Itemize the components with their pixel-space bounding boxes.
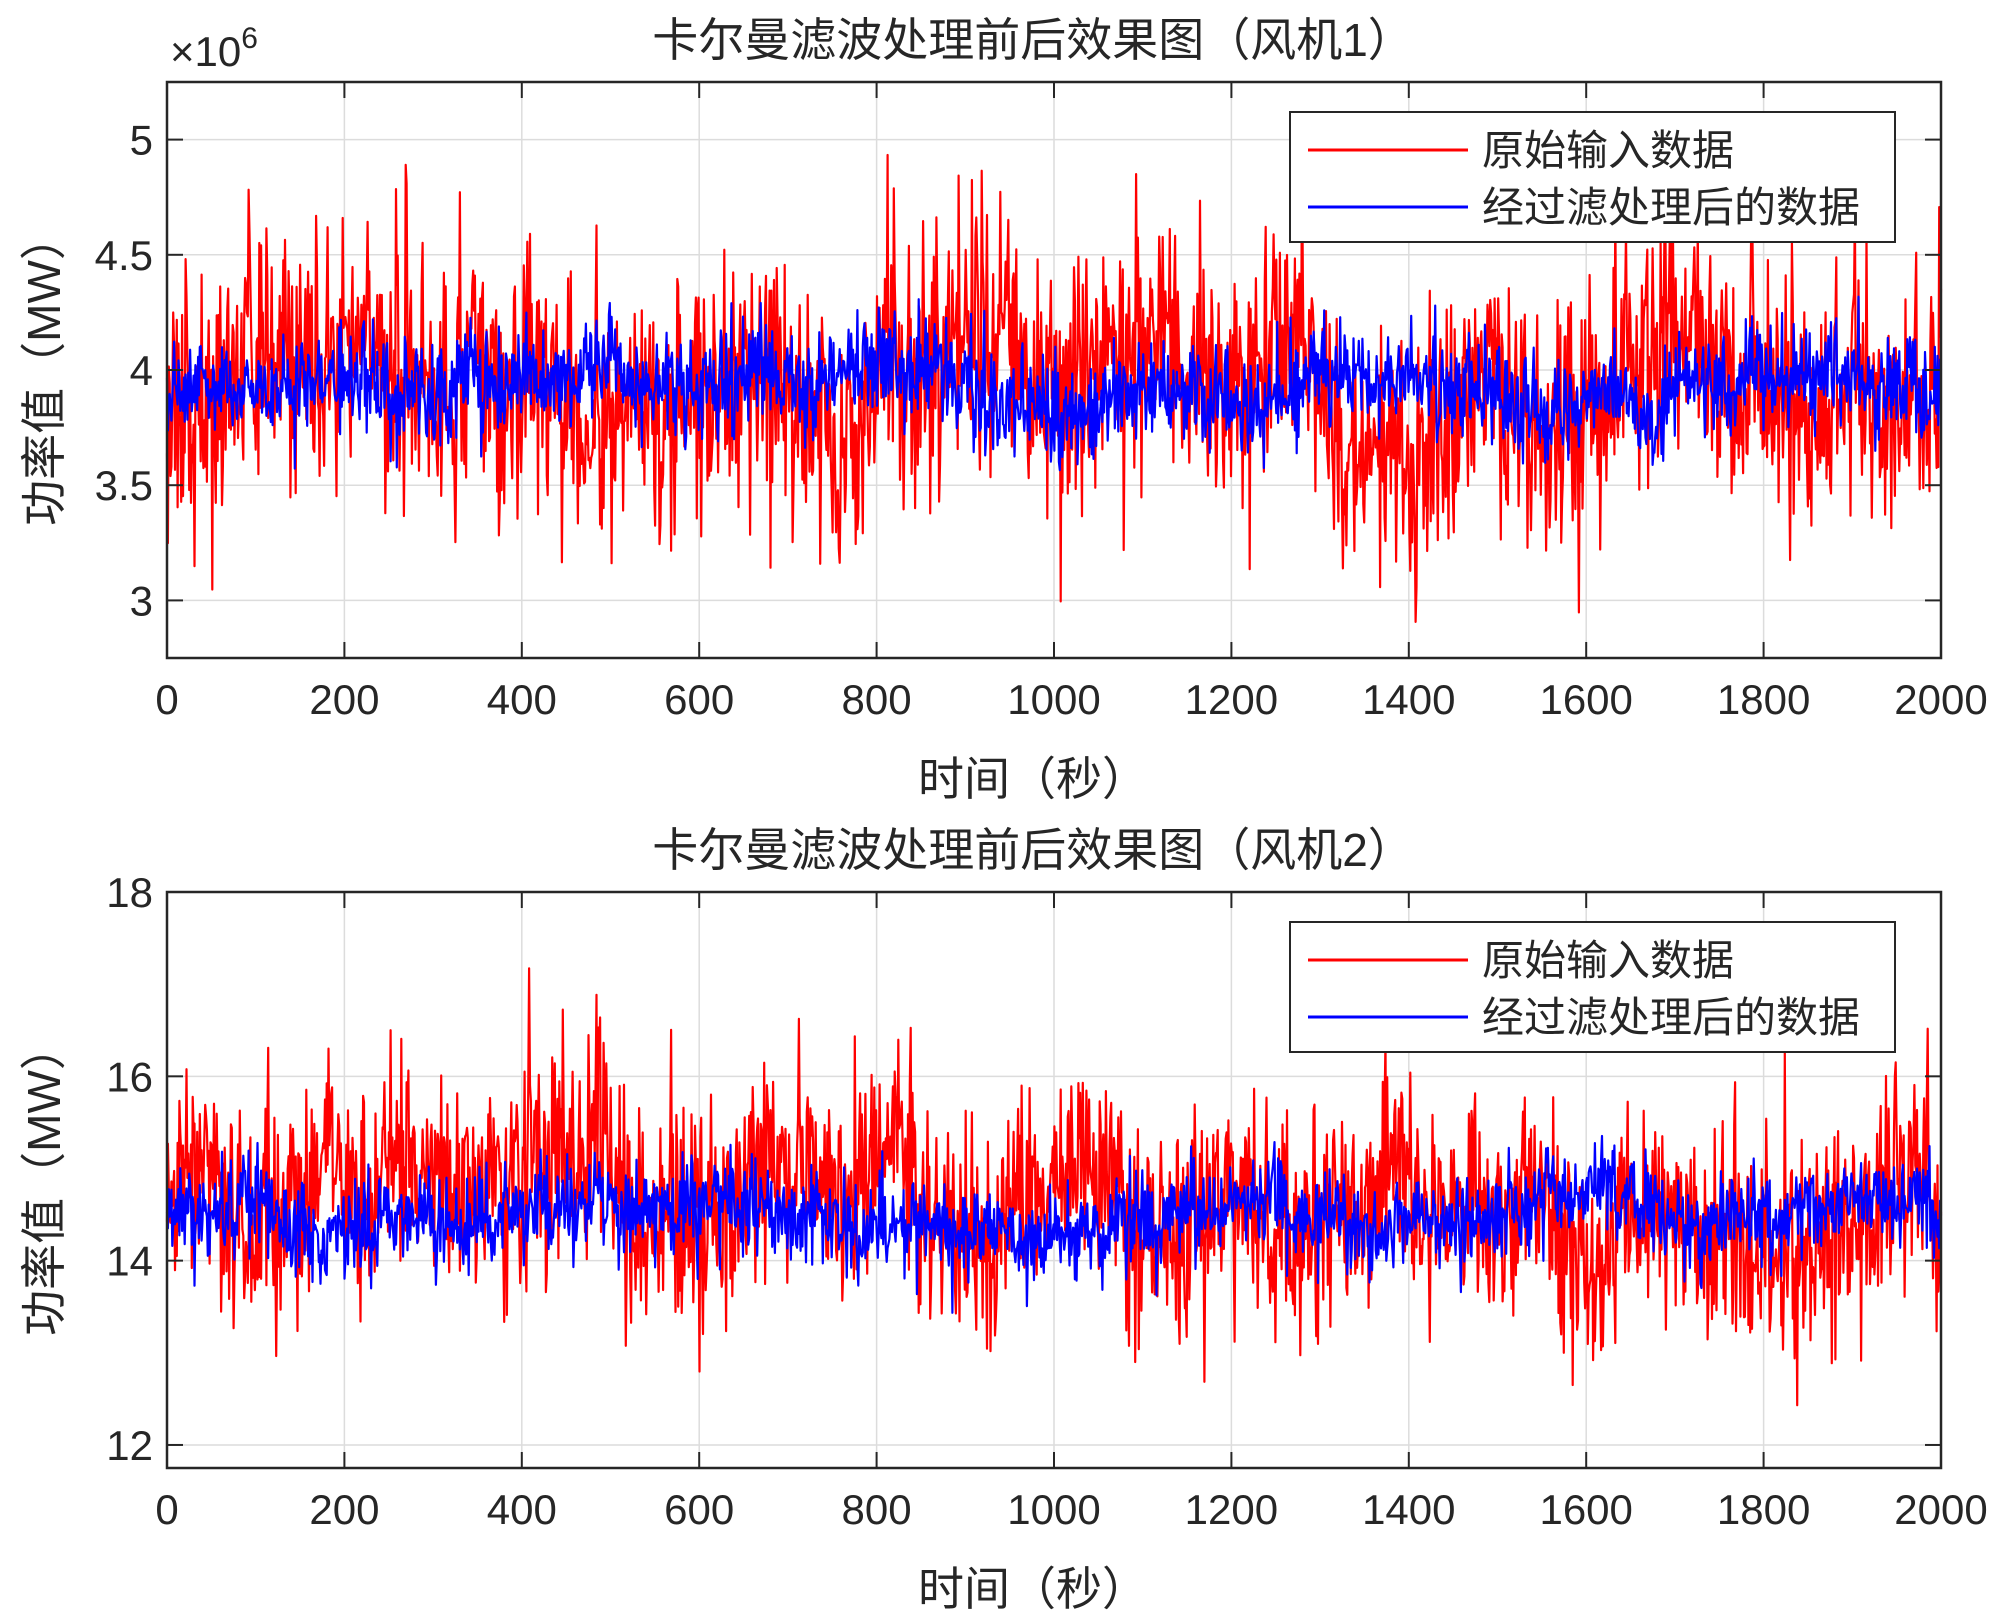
chart-1-title: 卡尔曼滤波处理前后效果图（风机1） <box>652 14 1414 66</box>
chart-panel-2: 卡尔曼滤波处理前后效果图（风机2） 0 200 400 600 800 1000 1200 1… <box>18 824 1988 1615</box>
chart-1-x-tick-label: 600 <box>664 676 734 723</box>
chart-2-series <box>165 967 1943 1407</box>
chart-1-x-tick-label: 400 <box>487 676 557 723</box>
chart-2-y-tick-label: 16 <box>106 1053 153 1100</box>
chart-1-x-tick-label: 1200 <box>1185 676 1278 723</box>
chart-1-x-tick-label: 1400 <box>1362 676 1455 723</box>
chart-2-x-tick-label: 1800 <box>1717 1486 1810 1533</box>
chart-2-x-tick-label: 1200 <box>1185 1486 1278 1533</box>
chart-1-ylabel: 功率值（MW） <box>18 214 70 526</box>
chart-1-x-tick-label: 2000 <box>1894 676 1987 723</box>
chart-1-series <box>165 147 1943 624</box>
chart-2-ylabel: 功率值（MW） <box>18 1024 70 1336</box>
chart-1-xlabel: 时间（秒） <box>918 753 1148 805</box>
chart-2-legend-raw-label: 原始输入数据 <box>1482 937 1734 984</box>
chart-1-y-tick-label: 4 <box>130 347 153 394</box>
chart-1-x-tick-label: 1800 <box>1717 676 1810 723</box>
chart-2-xlabel: 时间（秒） <box>918 1563 1148 1615</box>
chart-2-x-tick-label: 200 <box>309 1486 379 1533</box>
chart-panel-1: 卡尔曼滤波处理前后效果图（风机1） 0 200 400 600 800 1000 1200 1… <box>18 14 1988 805</box>
chart-2-x-tick-label: 600 <box>664 1486 734 1533</box>
chart-2-x-tick-label: 0 <box>155 1486 178 1533</box>
chart-1-x-tick-label: 200 <box>309 676 379 723</box>
chart-2-legend-filtered-label: 经过滤处理后的数据 <box>1482 994 1860 1041</box>
chart-1-legend-filtered-label: 经过滤处理后的数据 <box>1482 184 1860 231</box>
chart-2-x-tick-label: 1600 <box>1539 1486 1632 1533</box>
chart-1-x-tick-label: 1000 <box>1007 676 1100 723</box>
chart-2-x-tick-label: 2000 <box>1894 1486 1987 1533</box>
chart-2-y-tick-label: 18 <box>106 869 153 916</box>
chart-1-y-exponent: ×106 <box>170 22 258 75</box>
chart-1-y-tick-label: 4.5 <box>95 232 153 279</box>
chart-2-legend-box <box>1289 921 1896 1053</box>
chart-1-x-tick-label: 0 <box>155 676 178 723</box>
chart-1-series-filtered-line <box>165 295 1943 472</box>
chart-2-series-raw-line <box>165 967 1943 1407</box>
chart-1-x-tick-label: 1600 <box>1539 676 1632 723</box>
chart-2-x-tick-label: 400 <box>487 1486 557 1533</box>
chart-2-x-tick-label: 1400 <box>1362 1486 1455 1533</box>
chart-2-ticks: 0 200 400 600 800 1000 1200 1400 1600 1800 2000 12 1… <box>106 869 1987 1533</box>
chart-1-y-tick-label: 5 <box>130 117 153 164</box>
chart-2-y-tick-label: 14 <box>106 1238 153 1285</box>
chart-1-x-tick-label: 800 <box>842 676 912 723</box>
chart-2-x-tick-label: 1000 <box>1007 1486 1100 1533</box>
chart-2-series-filtered-line <box>165 1134 1943 1314</box>
chart-2-x-tick-label: 800 <box>842 1486 912 1533</box>
chart-1-y-tick-label: 3.5 <box>95 462 153 509</box>
chart-2-legend: 原始输入数据 经过滤处理后的数据 <box>1289 921 1896 1053</box>
chart-1-y-tick-label: 3 <box>130 577 153 624</box>
chart-1-legend-box <box>1289 111 1896 243</box>
chart-2-y-tick-label: 12 <box>106 1422 153 1469</box>
chart-2-title: 卡尔曼滤波处理前后效果图（风机2） <box>652 824 1414 876</box>
chart-1-y-exponent-power: 6 <box>241 22 258 55</box>
chart-1-legend: 原始输入数据 经过滤处理后的数据 <box>1289 111 1896 243</box>
chart-1-legend-raw-label: 原始输入数据 <box>1482 127 1734 174</box>
chart-1-ticks: 0 200 400 600 800 1000 1200 1400 1600 1800 2000 3 3.… <box>95 82 1988 723</box>
chart-1-y-exponent-base: ×10 <box>170 28 241 75</box>
